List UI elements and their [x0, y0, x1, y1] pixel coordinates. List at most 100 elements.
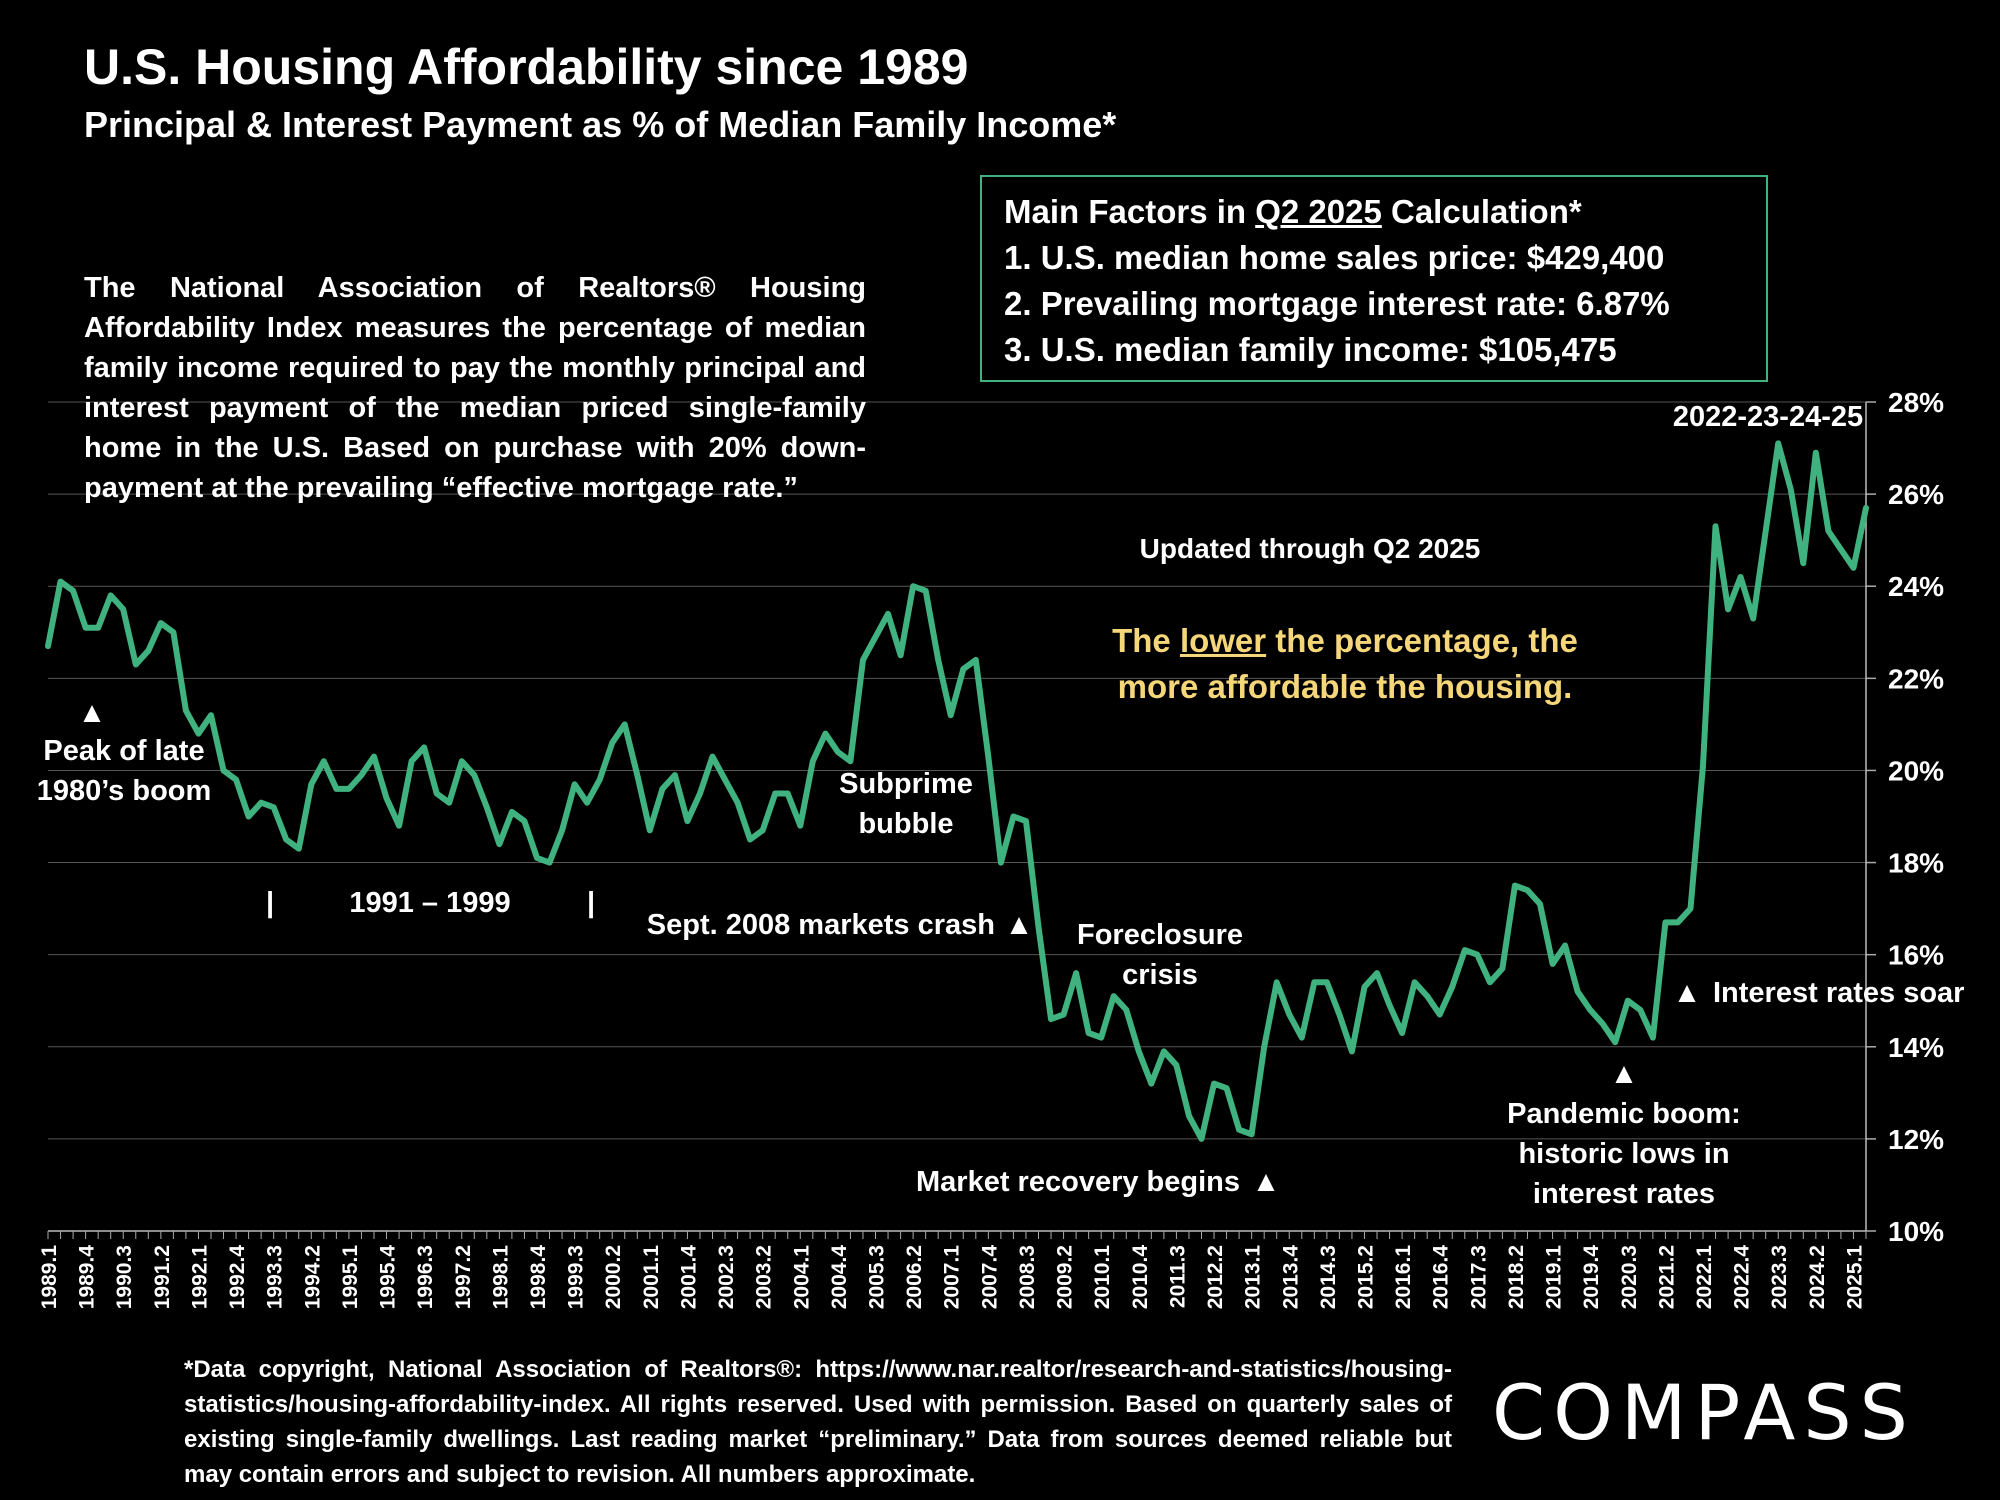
annotation-foreclosure-line2: crisis — [1122, 959, 1198, 991]
y-axis-tick-labels: 10% 12% 14% 16% 18% 20% 22% 24% 26% 28% — [1888, 387, 1944, 1247]
heading-quarter: Q2 2025 — [1255, 193, 1382, 230]
compass-logo: COMPASS — [1492, 1368, 1916, 1457]
x-tick-label: 1997.2 — [452, 1245, 475, 1309]
annotation-rates: Interest rates soar — [1713, 977, 1964, 1009]
y-tick-label: 20% — [1888, 755, 1944, 786]
x-tick-label: 2004.4 — [828, 1245, 851, 1310]
series-layer — [45, 440, 1869, 1142]
x-tick-label: 2004.1 — [790, 1245, 813, 1310]
x-tick-label: 2021.2 — [1655, 1245, 1678, 1309]
x-tick-label: 2007.4 — [978, 1245, 1001, 1310]
affordability-note-line1: The lower the percentage, the — [1060, 618, 1630, 664]
x-tick-label: 2015.2 — [1354, 1245, 1377, 1309]
y-tick-label: 14% — [1888, 1032, 1944, 1063]
x-tick-label: 2013.1 — [1242, 1245, 1265, 1310]
x-axis-tick-labels: 1989.1 1989.4 1990.3 1991.2 1992.1 1992.4 1993… — [38, 1245, 1866, 1310]
x-tick-label: 2001.4 — [677, 1245, 700, 1310]
main-factors-box: Main Factors in Q2 2025 Calculation* 1. … — [980, 175, 1768, 382]
y-tick-label: 26% — [1888, 479, 1944, 510]
x-tick-label: 1991.2 — [151, 1245, 174, 1309]
x-tick-label: 2011.3 — [1166, 1245, 1189, 1308]
annotation-pandemic-marker: ▲ — [1610, 1058, 1639, 1090]
x-tick-label: 2001.1 — [640, 1245, 663, 1310]
annotation-crash: Sept. 2008 markets crash — [647, 909, 995, 941]
note-pre: The — [1112, 622, 1180, 659]
note-post: the percentage, the — [1266, 622, 1578, 659]
annotation-peak-line2: 1980’s boom — [37, 775, 212, 807]
annotation-subprime-line2: bubble — [858, 808, 953, 840]
x-tick-label: 2002.3 — [715, 1245, 738, 1309]
chart-subtitle: Principal & Interest Payment as % of Med… — [84, 104, 1117, 145]
footnote: *Data copyright, National Association of… — [184, 1356, 1452, 1488]
x-tick-label: 1989.4 — [76, 1245, 99, 1310]
x-tick-label: 1993.3 — [264, 1245, 287, 1309]
y-tick-label: 10% — [1888, 1216, 1944, 1247]
x-tick-label: 2014.3 — [1317, 1245, 1340, 1309]
annotation-period-bar-right: | — [587, 887, 595, 919]
y-tick-label: 28% — [1888, 387, 1944, 418]
annotation-recent: 2022-23-24-25 — [1673, 401, 1863, 433]
affordability-note-line2: more affordable the housing. — [1117, 668, 1573, 705]
x-tick-label: 1990.3 — [113, 1245, 136, 1309]
x-tick-label: 2009.2 — [1054, 1245, 1077, 1309]
x-tick-label: 2005.3 — [866, 1245, 889, 1309]
affordability-note: The lower the percentage, the more affor… — [1060, 618, 1630, 710]
x-tick-label: 1992.4 — [226, 1245, 249, 1310]
y-tick-label: 22% — [1888, 663, 1944, 694]
x-tick-label: 2017.3 — [1467, 1245, 1490, 1309]
heading-pre: Main Factors in — [1004, 193, 1256, 230]
annotation-period: 1991 – 1999 — [349, 887, 510, 919]
factor-item: 2. Prevailing mortgage interest rate: 6.… — [1004, 285, 1670, 322]
main-factors-heading: Main Factors in Q2 2025 Calculation* — [1004, 189, 1744, 235]
x-tick-label: 2016.1 — [1392, 1245, 1415, 1310]
x-tick-label: 2024.2 — [1806, 1245, 1829, 1309]
x-tick-label: 1989.1 — [38, 1245, 61, 1310]
annotation-subprime-line1: Subprime — [839, 768, 973, 800]
annotation-recovery-marker: ▲ — [1252, 1166, 1281, 1198]
factor-item: 3. U.S. median family income: $105,475 — [1004, 331, 1617, 368]
x-tick-label: 2013.4 — [1279, 1245, 1302, 1310]
gridlines — [48, 401, 1876, 1232]
x-tick-label: 2020.3 — [1618, 1245, 1641, 1309]
note-underlined: lower — [1179, 622, 1267, 659]
x-tick-label: 2019.4 — [1580, 1245, 1603, 1310]
y-tick-label: 12% — [1888, 1124, 1944, 1155]
annotations: ▲ Peak of late 1980’s boom | 1991 – 1999… — [37, 401, 1965, 1210]
x-tick-label: 2003.2 — [753, 1245, 776, 1309]
annotation-recovery: Market recovery begins — [916, 1166, 1240, 1198]
heading-post: Calculation* — [1381, 193, 1582, 230]
x-tick-label: 2012.2 — [1204, 1245, 1227, 1309]
annotation-period-bar-left: | — [266, 887, 274, 919]
x-tick-label: 2022.1 — [1693, 1245, 1716, 1310]
x-tick-label: 1999.3 — [565, 1245, 588, 1309]
x-tick-label: 2022.4 — [1731, 1245, 1754, 1310]
x-tick-label: 2000.2 — [602, 1245, 625, 1309]
annotation-peak-line1: Peak of late — [43, 735, 204, 767]
x-tick-label: 2023.3 — [1768, 1245, 1791, 1309]
description-text: The National Association of Realtors® Ho… — [84, 272, 866, 504]
x-tick-label: 2016.4 — [1430, 1245, 1453, 1310]
x-tick-label: 2010.4 — [1129, 1245, 1152, 1310]
factor-item: 1. U.S. median home sales price: $429,40… — [1004, 239, 1665, 276]
x-tick-label: 2007.1 — [941, 1245, 964, 1310]
annotation-foreclosure-line1: Foreclosure — [1077, 919, 1243, 951]
y-tick-label: 16% — [1888, 940, 1944, 971]
x-tick-label: 1998.4 — [527, 1245, 550, 1310]
x-tick-label: 2006.2 — [903, 1245, 926, 1309]
annotation-pandemic-line2: historic lows in — [1518, 1138, 1729, 1170]
axes — [47, 402, 1867, 1239]
annotation-pandemic-line1: Pandemic boom: — [1507, 1098, 1741, 1130]
x-tick-label: 1998.1 — [489, 1245, 512, 1310]
x-tick-label: 1996.3 — [414, 1245, 437, 1309]
chart-title: U.S. Housing Affordability since 1989 — [84, 39, 969, 95]
y-tick-label: 18% — [1888, 848, 1944, 879]
x-tick-label: 2010.1 — [1091, 1245, 1114, 1310]
x-tick-label: 1995.1 — [339, 1245, 362, 1310]
annotation-peak-marker: ▲ — [78, 697, 107, 729]
x-tick-label: 2025.1 — [1843, 1245, 1866, 1310]
annotation-rates-marker: ▲ — [1673, 977, 1702, 1009]
x-tick-label: 2008.3 — [1016, 1245, 1039, 1309]
x-tick-label: 2019.1 — [1543, 1245, 1566, 1310]
updated-note: Updated through Q2 2025 — [1139, 533, 1481, 564]
